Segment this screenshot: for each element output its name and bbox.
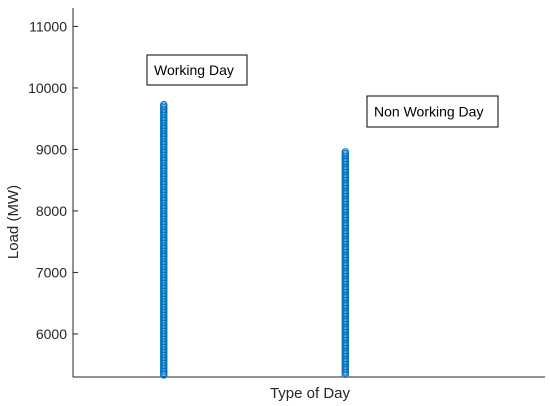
series-non-working-day [341,148,350,379]
annotation-label: Working Day [154,62,234,78]
annotation-box [146,54,248,86]
y-tick-label: 7000 [36,264,67,280]
y-tick-label: 6000 [36,326,67,342]
y-tick-label: 10000 [28,80,67,96]
data-point [341,370,350,379]
y-tick-label: 8000 [36,203,67,219]
data-points [160,100,350,379]
series-working-day [160,100,168,379]
data-point [160,371,168,379]
y-tick-label: 11000 [29,18,67,34]
annotation-label: Non Working Day [374,104,483,120]
x-axis-label: Type of Day [270,385,351,402]
y-axis-label: Load (MW) [5,185,22,259]
annotations: Working Day Non Working Day [146,54,499,128]
annotation-box [366,95,499,128]
axes: 6000 7000 8000 9000 10000 11000 [28,8,545,378]
y-tick-label: 9000 [36,141,67,157]
